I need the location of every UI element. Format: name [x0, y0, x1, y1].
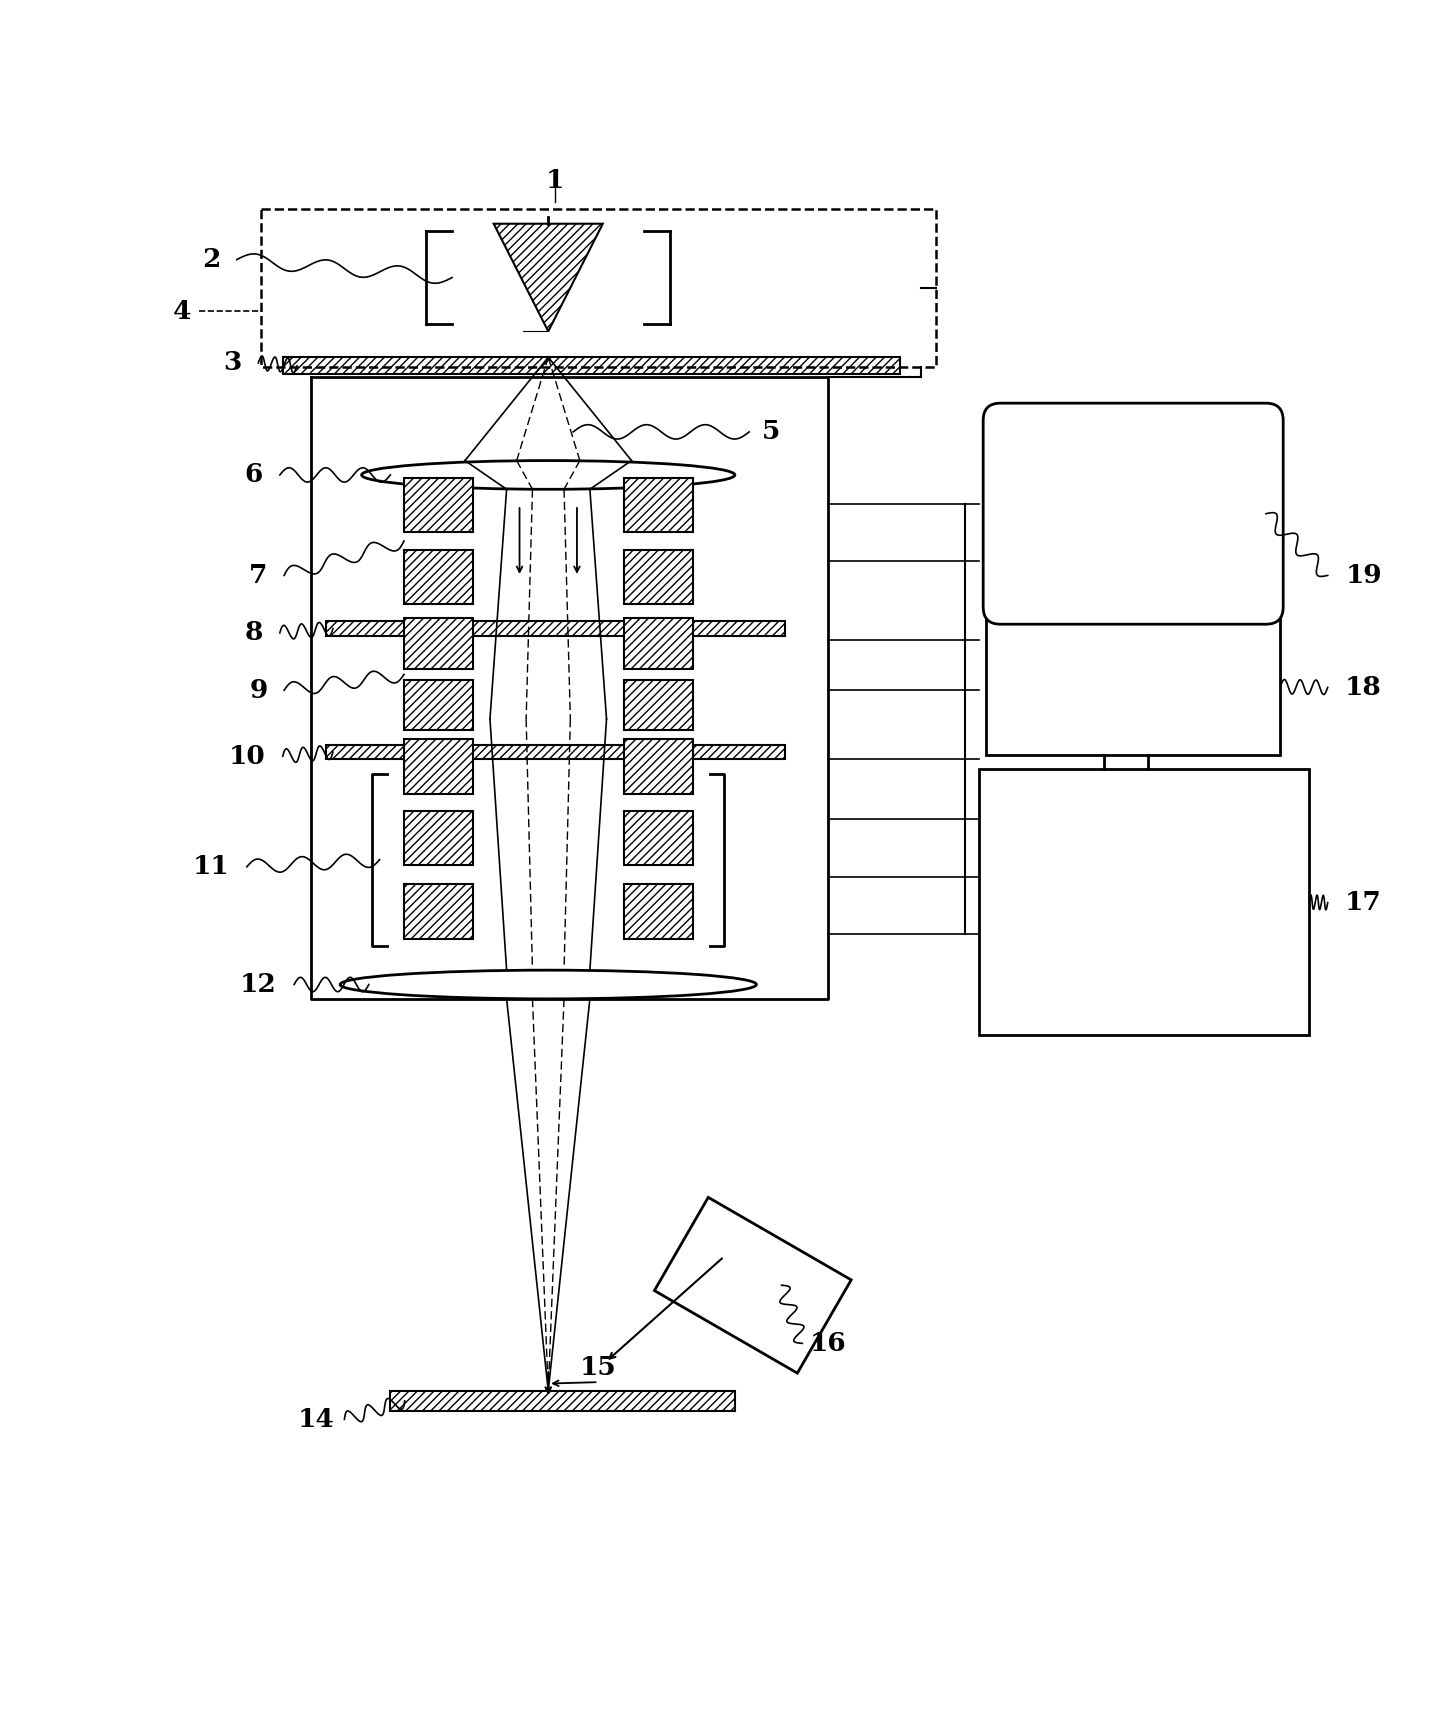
- Bar: [624, 619, 693, 669]
- Text: 7: 7: [249, 562, 268, 588]
- Bar: [986, 619, 1280, 756]
- Text: 10: 10: [229, 743, 265, 769]
- Bar: [326, 621, 785, 637]
- Bar: [978, 769, 1308, 1035]
- Bar: [624, 883, 693, 938]
- Bar: [624, 478, 693, 533]
- Polygon shape: [654, 1197, 852, 1373]
- Bar: [403, 619, 473, 669]
- Bar: [403, 811, 473, 866]
- Text: 17: 17: [1346, 890, 1382, 916]
- Bar: [403, 680, 473, 730]
- Bar: [624, 550, 693, 604]
- Text: 19: 19: [1346, 562, 1382, 588]
- Text: 12: 12: [239, 971, 277, 997]
- Text: 8: 8: [245, 621, 264, 645]
- Bar: [391, 1390, 735, 1411]
- Text: 4: 4: [173, 298, 192, 324]
- Bar: [403, 883, 473, 938]
- Bar: [326, 745, 785, 759]
- Text: 18: 18: [1346, 674, 1382, 700]
- Bar: [624, 811, 693, 866]
- Text: 5: 5: [761, 419, 780, 445]
- Bar: [624, 680, 693, 730]
- Bar: [403, 478, 473, 533]
- Text: 1: 1: [546, 167, 565, 193]
- Text: 6: 6: [245, 462, 264, 488]
- Text: 9: 9: [249, 678, 268, 702]
- FancyBboxPatch shape: [983, 404, 1282, 624]
- Polygon shape: [494, 224, 602, 331]
- Text: 3: 3: [223, 350, 242, 376]
- Text: 14: 14: [297, 1408, 334, 1432]
- Ellipse shape: [340, 969, 757, 999]
- Text: 15: 15: [581, 1356, 617, 1380]
- Bar: [403, 550, 473, 604]
- Bar: [624, 738, 693, 794]
- Text: 11: 11: [193, 854, 229, 880]
- Bar: [282, 357, 901, 374]
- Text: 16: 16: [810, 1332, 846, 1356]
- Bar: [403, 738, 473, 794]
- Text: 2: 2: [202, 247, 220, 273]
- Ellipse shape: [362, 461, 735, 490]
